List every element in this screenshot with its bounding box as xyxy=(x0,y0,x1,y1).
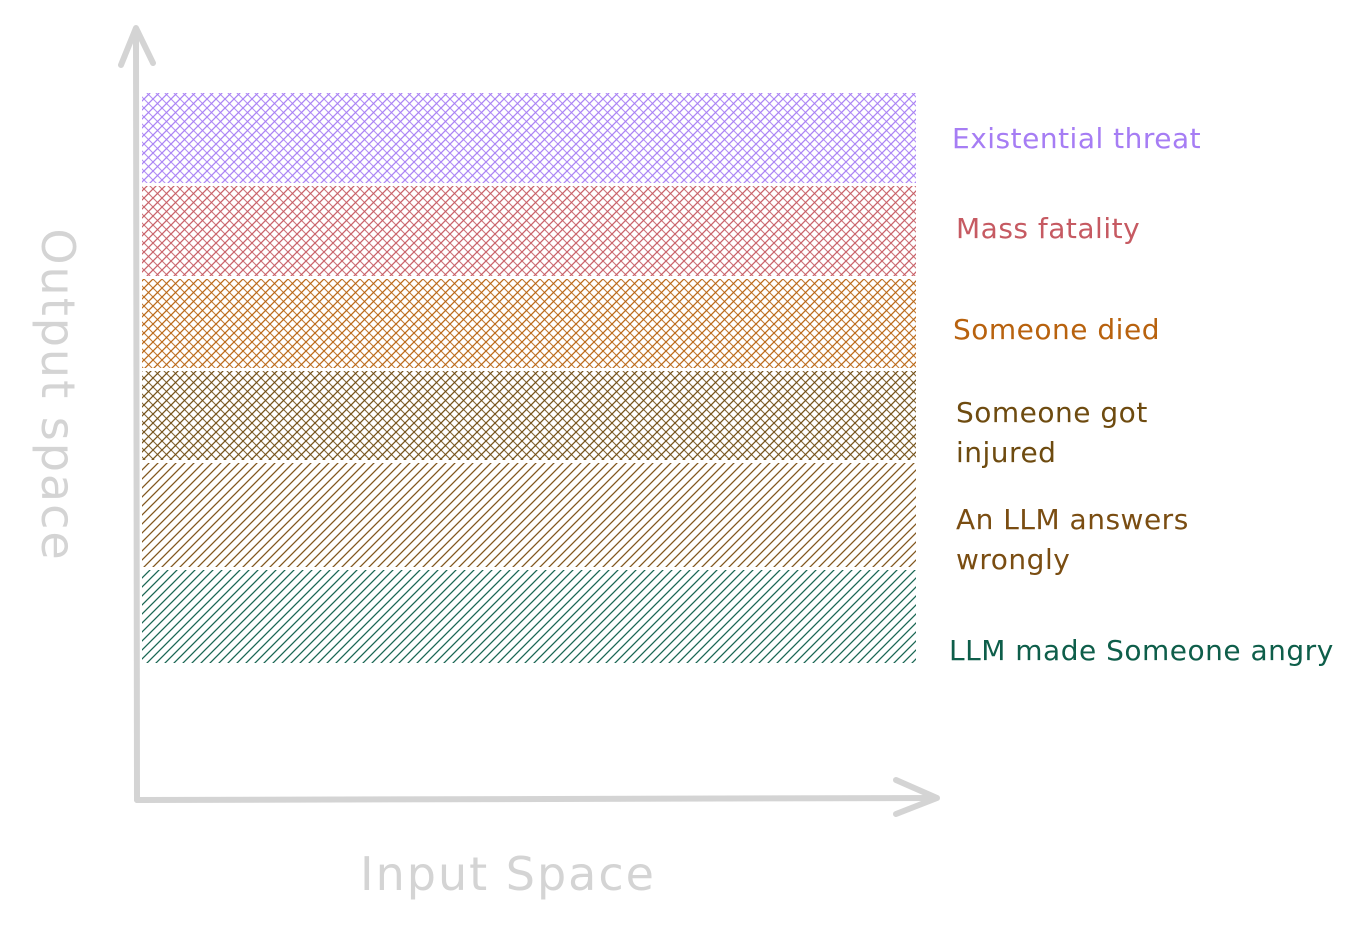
label-someone-died: Someone died xyxy=(953,313,1160,346)
bands-layer xyxy=(142,93,916,663)
band-mass-fatality xyxy=(142,186,916,276)
y-axis-arrowhead xyxy=(118,25,156,68)
label-line: Someone died xyxy=(953,313,1160,346)
band-someone-died xyxy=(142,279,916,368)
label-existential-threat: Existential threat xyxy=(952,122,1201,155)
label-llm-answers-wrongly: An LLM answers wrongly xyxy=(956,503,1189,576)
label-mass-fatality: Mass fatality xyxy=(956,212,1140,245)
band-llm-answers-wrongly xyxy=(142,463,916,567)
y-axis-title: Output space xyxy=(31,228,85,561)
band-someone-got-injured xyxy=(142,371,916,460)
band-existential-threat xyxy=(142,93,916,183)
axes xyxy=(118,25,940,817)
label-line: Existential threat xyxy=(952,122,1201,155)
label-line: injured xyxy=(956,436,1056,469)
label-line: An LLM answers xyxy=(956,503,1189,536)
band-llm-made-someone-angry xyxy=(142,570,916,663)
label-someone-got-injured: Someone got injured xyxy=(956,396,1148,469)
x-axis-line xyxy=(134,795,939,803)
y-axis-line xyxy=(133,27,140,803)
band-labels: Existential threat Mass fatality Someone d… xyxy=(949,122,1334,667)
label-line: LLM made Someone angry xyxy=(949,634,1334,667)
label-line: Mass fatality xyxy=(956,212,1140,245)
x-axis-arrowhead xyxy=(893,777,940,817)
label-line: wrongly xyxy=(956,543,1070,576)
label-llm-made-someone-angry: LLM made Someone angry xyxy=(949,634,1334,667)
x-axis-title: Input Space xyxy=(360,847,656,901)
label-line: Someone got xyxy=(956,396,1148,429)
